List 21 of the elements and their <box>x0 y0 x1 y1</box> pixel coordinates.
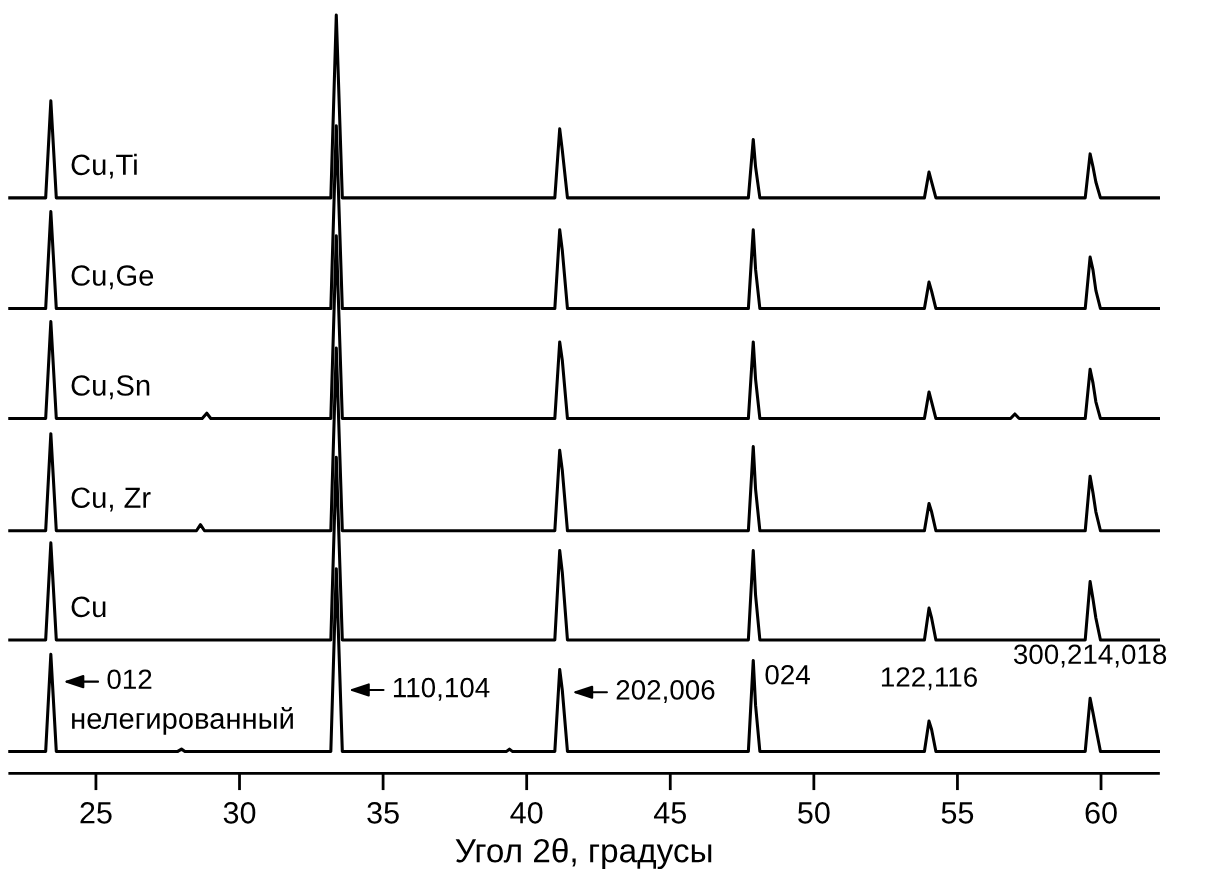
x-tick-label: 40 <box>510 801 543 824</box>
x-tick-label: 25 <box>80 801 112 824</box>
x-tick-label: 35 <box>367 801 399 824</box>
x-tick-label: 50 <box>798 801 830 824</box>
annotation: 122,116 <box>881 667 977 691</box>
annotation: 300,214,018 <box>1013 644 1167 668</box>
x-tick-label: 30 <box>223 801 256 824</box>
series-label: Cu,Sn <box>71 375 150 400</box>
series-label: Cu,Ge <box>71 265 154 290</box>
x-tick-label: 45 <box>653 802 686 824</box>
series-label: Cu <box>71 596 106 618</box>
annotation: 012 <box>107 669 152 690</box>
series-label: Cu, Zr <box>71 487 151 512</box>
x-tick-label: 60 <box>1085 801 1117 824</box>
legend-label: нелегированный <box>72 707 293 735</box>
annotation: 110,104 <box>393 677 490 701</box>
annotation: 024 <box>765 664 810 685</box>
x-axis-title: Угол 2θ, градусы <box>455 838 712 870</box>
series-label: Cu,Ti <box>71 153 137 179</box>
x-tick-label: 55 <box>941 802 974 824</box>
annotation: 202,006 <box>616 680 715 704</box>
